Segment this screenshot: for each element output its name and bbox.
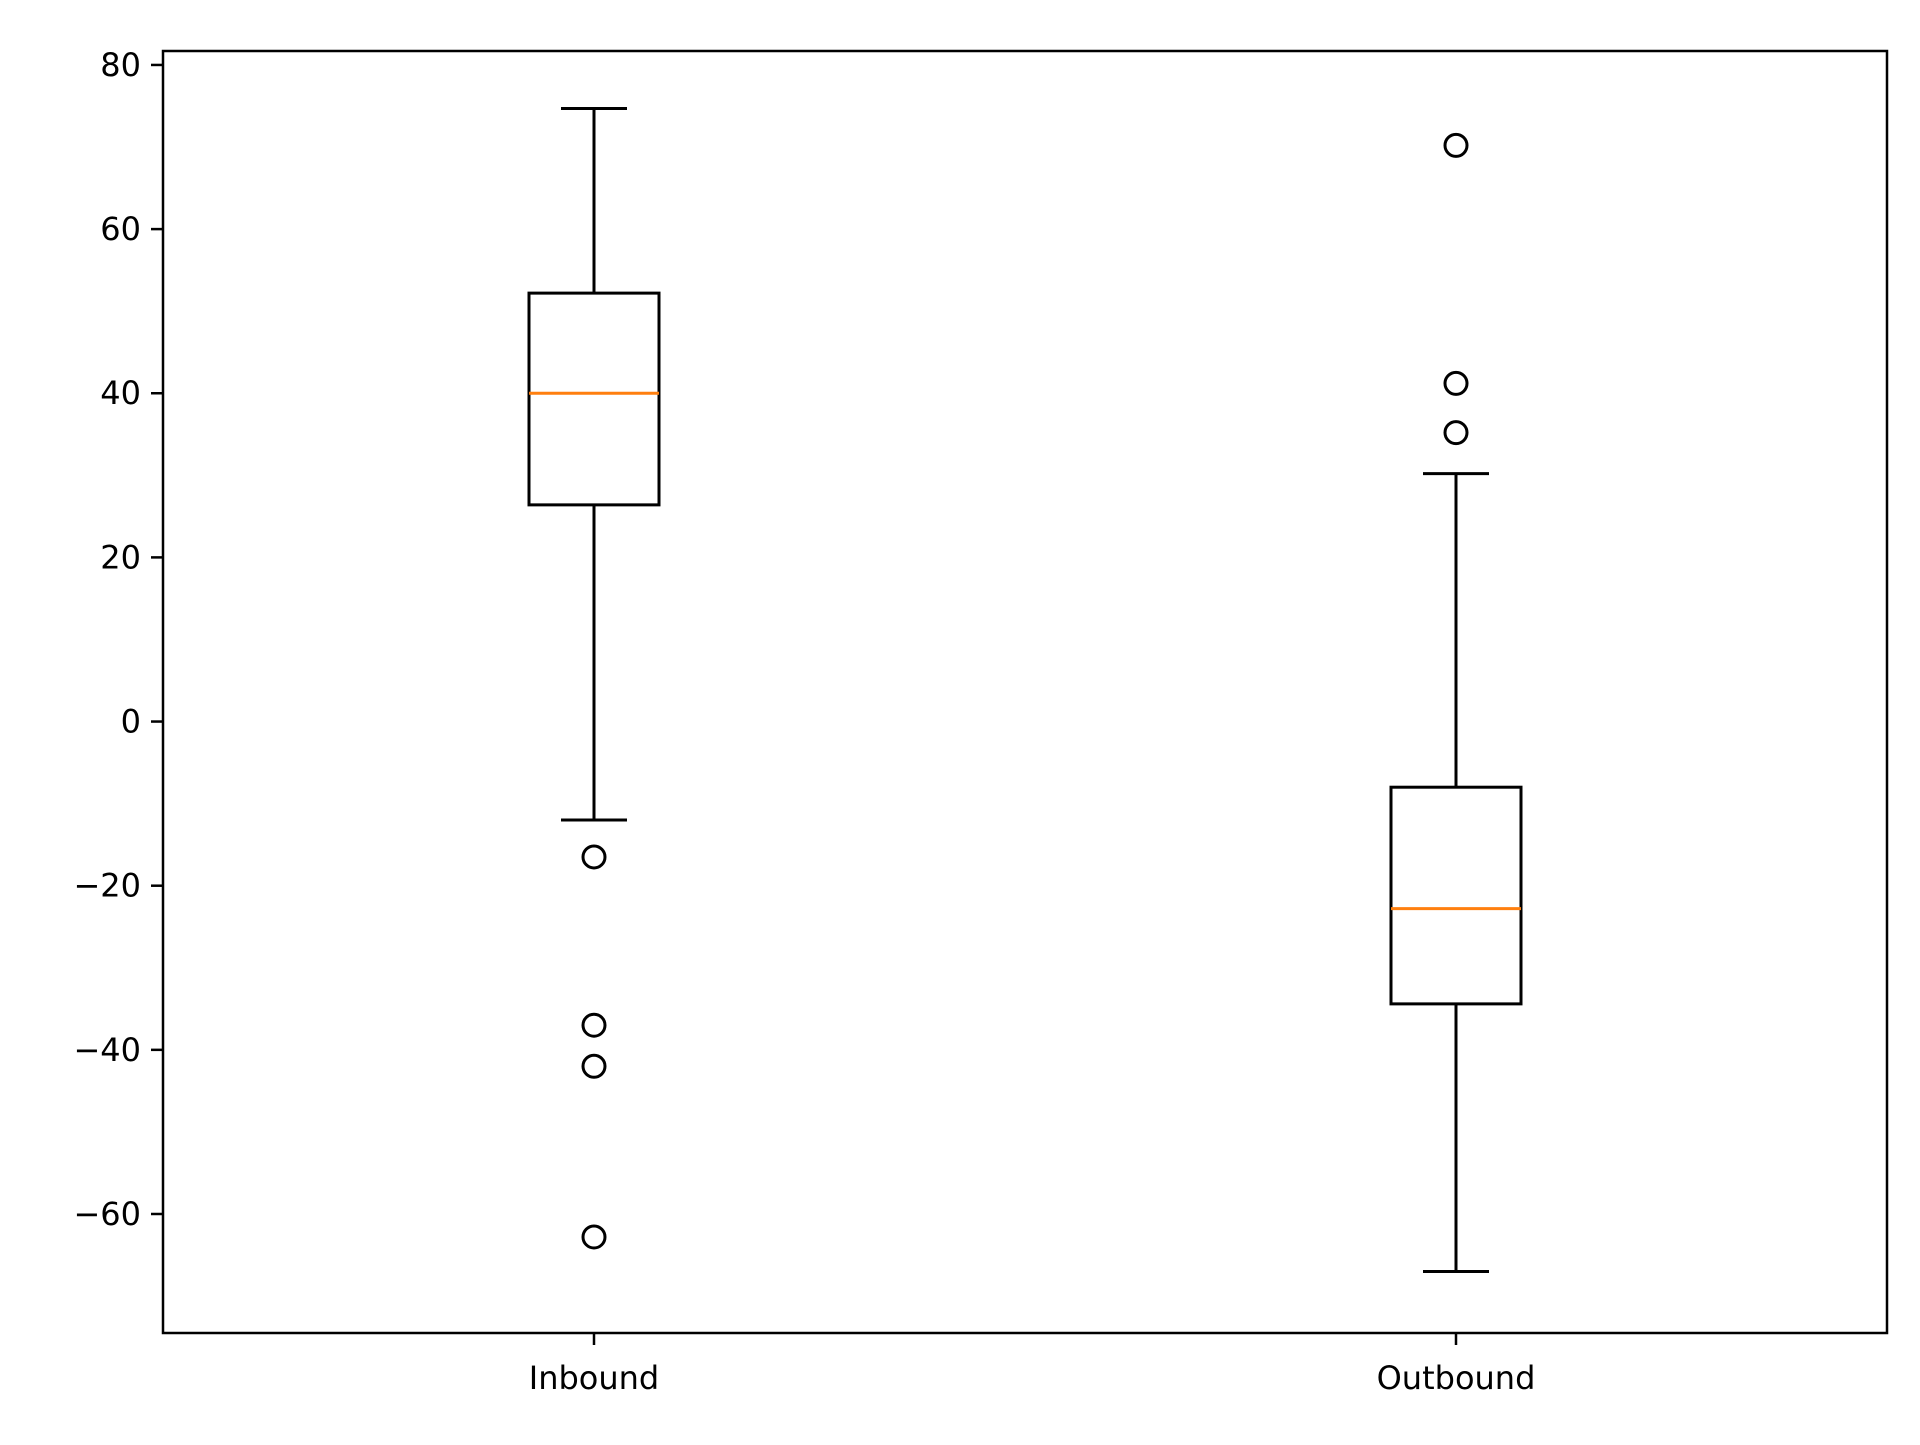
outlier-point: [1443, 370, 1469, 396]
y-tick-label: 0: [121, 703, 141, 741]
x-tick-label: Outbound: [1377, 1359, 1536, 1397]
x-tick-label: Inbound: [529, 1359, 659, 1397]
box-iqr: [527, 291, 661, 507]
outlier-point: [1443, 420, 1469, 446]
y-tick-label: −60: [73, 1195, 141, 1233]
axes-frame: [161, 49, 1889, 1335]
box-iqr: [1389, 785, 1523, 1006]
y-tick-label: 40: [100, 374, 141, 412]
y-tick-label: 60: [100, 210, 141, 248]
y-tick-label: 20: [100, 538, 141, 576]
outlier-point: [581, 844, 607, 870]
outlier-point: [581, 1224, 607, 1250]
outlier-point: [581, 1053, 607, 1079]
y-tick-label: −40: [73, 1031, 141, 1069]
plot-area: [527, 106, 1523, 1273]
outlier-point: [1443, 132, 1469, 158]
outlier-point: [581, 1012, 607, 1038]
y-tick-label: 80: [100, 46, 141, 84]
box-outbound: [1389, 132, 1523, 1273]
box-inbound: [527, 106, 661, 1250]
y-tick-label: −20: [73, 867, 141, 905]
axes: −60 −40 −20 0 20 40 60 80 Inbound Outbound: [73, 46, 1889, 1397]
